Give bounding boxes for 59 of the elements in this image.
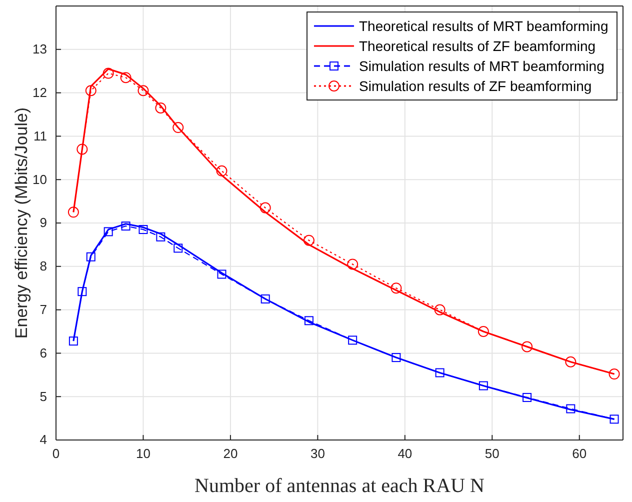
point bbox=[608, 368, 620, 380]
x-tick-label: 0 bbox=[52, 446, 60, 462]
y-tick-label: 9 bbox=[40, 215, 47, 230]
point bbox=[347, 258, 358, 270]
y-tick-label: 13 bbox=[32, 42, 47, 57]
point bbox=[156, 232, 166, 242]
x-tick-label: 40 bbox=[398, 446, 412, 462]
point bbox=[104, 227, 113, 236]
point bbox=[522, 341, 533, 352]
y-tick-label: 12 bbox=[32, 84, 47, 100]
point bbox=[76, 144, 88, 155]
y-tick-label: 10 bbox=[32, 172, 47, 187]
point bbox=[121, 222, 130, 231]
y-tick-label: 8 bbox=[40, 258, 47, 274]
point bbox=[138, 85, 149, 96]
point bbox=[85, 85, 96, 96]
point bbox=[174, 244, 183, 253]
y-tick-label: 6 bbox=[40, 345, 47, 360]
y-tick-label: 11 bbox=[34, 128, 47, 144]
point bbox=[478, 326, 489, 337]
point bbox=[435, 368, 444, 378]
y-tick-label: 7 bbox=[40, 302, 47, 317]
legend-label: Simulation results of MRT beamforming bbox=[359, 58, 604, 74]
legend-label: Simulation results of ZF beamforming bbox=[359, 78, 592, 94]
x-tick-label: 50 bbox=[484, 446, 500, 462]
point bbox=[138, 225, 148, 234]
point bbox=[478, 381, 488, 390]
y-tick-label: 5 bbox=[40, 388, 47, 404]
point bbox=[86, 252, 96, 262]
point bbox=[390, 282, 402, 294]
point bbox=[217, 270, 226, 279]
x-tick-label: 60 bbox=[572, 446, 587, 462]
point bbox=[78, 287, 87, 296]
legend-label: Theoretical results of MRT beamforming bbox=[359, 18, 608, 34]
x-axis-title: Number of antennas at each RAU N bbox=[194, 475, 484, 497]
legend-label: Theoretical results of ZF beamforming bbox=[359, 38, 596, 54]
x-tick-label: 30 bbox=[310, 446, 325, 462]
point bbox=[68, 336, 78, 346]
point bbox=[68, 206, 79, 218]
x-tick-label: 20 bbox=[223, 446, 238, 462]
point bbox=[434, 304, 446, 316]
point bbox=[392, 353, 401, 362]
point bbox=[172, 122, 184, 134]
point bbox=[260, 202, 271, 214]
point bbox=[120, 72, 132, 84]
point bbox=[566, 404, 576, 414]
point bbox=[102, 68, 114, 79]
y-axis-title: Energy efficiency (Mbits/Joule) bbox=[12, 107, 31, 339]
point bbox=[155, 102, 166, 114]
y-tick-label: 4 bbox=[40, 432, 47, 448]
point bbox=[522, 392, 532, 402]
point bbox=[348, 336, 358, 345]
point bbox=[565, 356, 576, 368]
point bbox=[304, 316, 314, 326]
point bbox=[216, 165, 228, 176]
x-tick-label: 10 bbox=[136, 446, 150, 462]
point bbox=[260, 294, 270, 304]
point bbox=[303, 234, 314, 246]
point bbox=[610, 414, 619, 424]
